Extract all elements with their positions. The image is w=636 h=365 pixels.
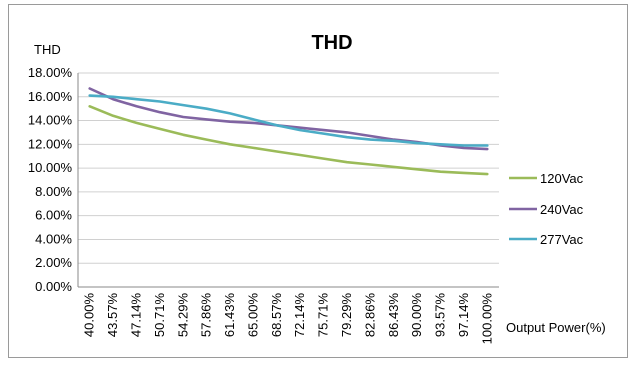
series-layer — [88, 87, 489, 176]
y-tick-label: 8.00% — [35, 184, 72, 199]
x-tick-label: 75.71% — [316, 293, 331, 338]
x-axis-label: Output Power(%) — [506, 320, 606, 335]
x-tick-label: 40.00% — [82, 293, 97, 338]
chart-title: THD — [311, 32, 352, 54]
y-tick-label: 6.00% — [35, 208, 72, 223]
x-tick-label: 68.57% — [269, 293, 284, 338]
x-axis-ticks: 40.00% 43.57% 47.14% 50.71% 54.29% 57.86% 61.4… — [82, 293, 495, 345]
y-tick-label: 16.00% — [28, 89, 73, 104]
x-tick-label: 57.86% — [199, 293, 214, 338]
y-tick-label: 0.00% — [35, 279, 72, 294]
y-tick-label: 18.00% — [28, 65, 73, 80]
y-tick-label: 10.00% — [28, 160, 73, 175]
legend-label: 120Vac — [540, 171, 584, 186]
series-line-120vac — [88, 105, 489, 176]
series-line-240vac — [88, 87, 489, 151]
y-axis-label: THD — [34, 42, 61, 57]
legend: 120Vac 240Vac 277Vac — [509, 171, 584, 247]
chart-frame: 0.00% 2.00% 4.00% 6.00% 8.00% 10.00% 12.00% 14.… — [8, 4, 628, 358]
legend-label: 240Vac — [540, 202, 584, 217]
x-tick-label: 54.29% — [175, 293, 190, 338]
x-tick-label: 79.29% — [339, 293, 354, 338]
x-tick-label: 86.43% — [386, 293, 401, 338]
x-tick-label: 65.00% — [245, 293, 260, 338]
y-tick-label: 4.00% — [35, 231, 72, 246]
y-tick-label: 2.00% — [35, 255, 72, 270]
y-axis-ticks: 0.00% 2.00% 4.00% 6.00% 8.00% 10.00% 12.00% 14.… — [28, 65, 73, 294]
x-tick-label: 47.14% — [128, 293, 143, 338]
series-line-277vac — [88, 94, 489, 147]
x-tick-label: 90.00% — [409, 293, 424, 338]
x-tick-label: 82.86% — [362, 293, 377, 338]
x-tick-label: 61.43% — [222, 293, 237, 338]
x-tick-label: 43.57% — [105, 293, 120, 338]
y-tick-label: 12.00% — [28, 136, 73, 151]
x-tick-label: 93.57% — [433, 293, 448, 338]
x-tick-label: 72.14% — [292, 293, 307, 338]
thd-line-chart: 0.00% 2.00% 4.00% 6.00% 8.00% 10.00% 12.00% 14.… — [28, 32, 606, 345]
legend-label: 277Vac — [540, 232, 584, 247]
x-tick-label: 50.71% — [152, 293, 167, 338]
grid-layer — [77, 72, 499, 288]
y-tick-label: 14.00% — [28, 113, 73, 128]
x-tick-label: 97.14% — [456, 293, 471, 338]
x-tick-label: 100.00% — [479, 293, 494, 345]
